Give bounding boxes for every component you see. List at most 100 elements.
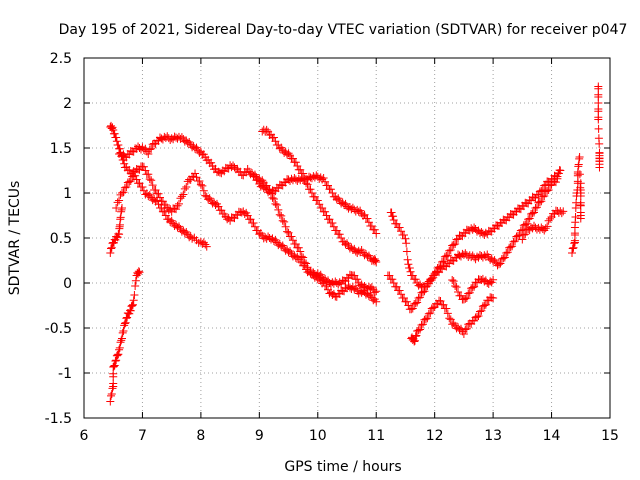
data-point-marker xyxy=(508,242,517,251)
data-point-marker xyxy=(423,281,432,290)
y-tick-label: -1.5 xyxy=(45,411,72,427)
data-point-marker xyxy=(468,283,477,292)
data-point-marker xyxy=(525,214,534,223)
data-point-marker xyxy=(116,338,125,347)
series-track-l xyxy=(106,203,126,257)
data-point-marker xyxy=(147,176,156,185)
data-point-marker xyxy=(177,192,186,201)
data-point-marker xyxy=(418,320,427,329)
data-marks xyxy=(106,82,604,406)
data-point-marker xyxy=(106,248,115,257)
data-point-marker xyxy=(513,231,522,240)
data-point-marker xyxy=(442,252,451,260)
data-point-marker xyxy=(521,230,530,239)
data-point-marker xyxy=(174,199,183,208)
data-point-marker xyxy=(129,296,138,305)
data-point-marker xyxy=(370,288,379,297)
data-point-marker xyxy=(475,307,484,316)
data-point-marker xyxy=(411,332,420,341)
data-point-marker xyxy=(407,305,416,314)
data-point-marker xyxy=(399,231,408,240)
data-point-marker xyxy=(269,195,278,204)
data-point-marker xyxy=(511,236,520,245)
data-point-marker xyxy=(568,244,577,253)
data-point-marker xyxy=(426,308,435,317)
chart-title: Day 195 of 2021, Sidereal Day-to-day VTE… xyxy=(59,22,628,38)
data-point-marker xyxy=(112,351,121,360)
data-point-marker xyxy=(107,391,116,400)
data-point-marker xyxy=(115,343,124,352)
data-point-marker xyxy=(294,243,303,252)
data-point-marker xyxy=(180,184,189,193)
data-point-marker xyxy=(540,191,549,200)
data-point-marker xyxy=(474,311,483,320)
data-point-marker xyxy=(423,314,432,323)
data-point-marker xyxy=(173,201,182,210)
data-point-marker xyxy=(446,245,455,254)
data-point-marker xyxy=(107,244,116,253)
data-point-marker xyxy=(516,226,525,235)
data-point-marker xyxy=(119,326,128,335)
data-point-marker xyxy=(118,328,127,337)
data-point-marker xyxy=(571,212,580,221)
data-point-marker xyxy=(372,229,381,238)
data-point-marker xyxy=(506,243,515,251)
data-point-marker xyxy=(299,253,308,262)
data-point-marker xyxy=(473,312,482,321)
data-point-marker xyxy=(477,306,486,315)
tick-labels: 6 7 8 9 10 11 12 13 14 15 -1.5 -1 -0.5 0 0.5 1 1.5 2 2.5 xyxy=(45,51,619,444)
data-point-marker xyxy=(595,163,604,172)
data-point-marker xyxy=(363,214,372,223)
data-point-marker xyxy=(518,235,527,244)
data-point-marker xyxy=(283,227,292,236)
data-point-marker xyxy=(429,271,438,280)
data-point-marker xyxy=(148,181,157,190)
data-point-marker xyxy=(551,178,560,187)
series-track-m xyxy=(568,153,585,257)
data-point-marker xyxy=(402,247,411,256)
data-point-marker xyxy=(417,321,426,330)
data-point-marker xyxy=(412,331,421,340)
data-point-marker xyxy=(134,267,143,276)
data-point-marker xyxy=(496,259,505,268)
series-track-n xyxy=(594,82,604,172)
data-point-marker xyxy=(461,325,470,334)
data-point-marker xyxy=(145,175,154,184)
data-point-marker xyxy=(297,252,306,261)
data-point-marker xyxy=(421,315,430,323)
data-point-marker xyxy=(464,289,473,298)
data-point-marker xyxy=(144,149,153,158)
data-point-marker xyxy=(595,139,604,148)
data-point-marker xyxy=(372,287,381,296)
data-point-marker xyxy=(448,275,457,284)
data-point-marker xyxy=(319,174,328,183)
data-point-marker xyxy=(403,255,412,264)
data-point-marker xyxy=(121,318,130,327)
data-point-marker xyxy=(195,177,204,186)
data-point-marker xyxy=(594,124,603,133)
data-point-marker xyxy=(503,248,512,257)
data-point-marker xyxy=(557,209,566,218)
series-track-f xyxy=(386,166,565,292)
data-point-marker xyxy=(568,248,577,257)
data-point-marker xyxy=(172,205,181,214)
data-point-marker xyxy=(131,171,140,180)
data-point-marker xyxy=(119,188,128,197)
data-point-marker xyxy=(451,281,460,290)
data-point-marker xyxy=(429,303,438,312)
data-point-marker xyxy=(144,170,153,179)
data-point-marker xyxy=(107,389,116,398)
data-point-marker xyxy=(120,319,129,328)
data-point-marker xyxy=(328,219,337,228)
data-point-marker xyxy=(449,277,458,286)
data-point-marker xyxy=(135,268,144,277)
data-point-marker xyxy=(120,183,129,192)
data-point-marker xyxy=(500,253,509,262)
data-point-marker xyxy=(445,314,454,323)
series-track-g xyxy=(383,174,562,314)
data-point-marker xyxy=(120,159,129,168)
data-point-marker xyxy=(437,258,446,267)
data-point-marker xyxy=(499,254,508,263)
data-point-marker xyxy=(489,293,498,302)
data-point-marker xyxy=(427,275,436,284)
